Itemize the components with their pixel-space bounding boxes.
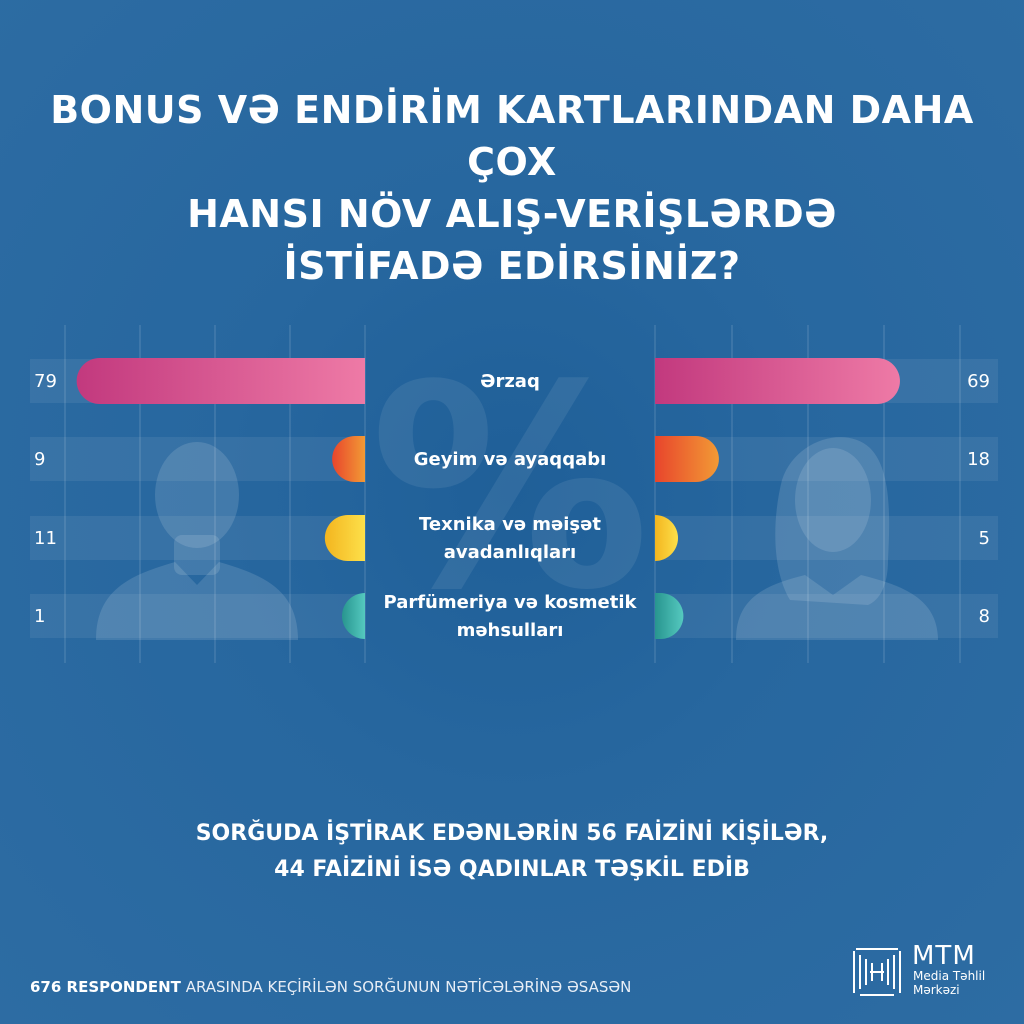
summary-line-1: SORĞUDA İŞTİRAK EDƏNLƏRİN 56 FAİZİNİ KİŞ… (195, 821, 829, 846)
bars (76, 358, 900, 639)
respondent-count: 676 RESPONDENT (30, 978, 181, 996)
value-label-right: 5 (979, 528, 990, 549)
value-label-right: 8 (979, 606, 990, 627)
category-label: Parfümeriya və kosmetik (383, 592, 637, 613)
category-label: Geyim və ayaqqabı (414, 449, 607, 470)
bar-left (324, 515, 365, 561)
summary-line-2: 44 FAİZİNİ İSƏ QADINLAR TƏŞKİL EDİB (274, 857, 750, 882)
row-strip-right (655, 594, 998, 638)
female-silhouette-icon (736, 437, 938, 640)
row-strip-right (655, 516, 998, 560)
row-strip-left (30, 437, 365, 481)
logo-sub-line-1: Media Təhlil (913, 969, 986, 983)
source-text: ARASINDA KEÇİRİLƏN SORĞUNUN NƏTİCƏLƏRİNƏ… (180, 978, 632, 996)
bar-right (655, 593, 684, 639)
value-label-left: 11 (34, 528, 57, 549)
title-line-3: İSTİFADƏ EDİRSİNİZ? (283, 244, 741, 288)
survey-summary: SORĞUDA İŞTİRAK EDƏNLƏRİN 56 FAİZİNİ KİŞ… (0, 816, 1024, 888)
bar-right (655, 358, 900, 404)
title-line-1: BONUS VƏ ENDİRİM KARTLARINDAN DAHA ÇOX (50, 88, 974, 184)
row-strip-left (30, 516, 365, 560)
category-label: avadanlıqları (444, 542, 576, 563)
value-label-right: 18 (967, 449, 990, 470)
mtm-logo: MTM Media Təhlil Mərkəzi (850, 941, 1013, 1001)
male-silhouette-icon (96, 442, 298, 640)
bar-right (655, 436, 719, 482)
value-label-left: 79 (34, 371, 57, 392)
logo-sub-line-2: Mərkəzi (913, 983, 960, 997)
mtm-logo-icon (853, 948, 901, 996)
source-note: 676 RESPONDENT ARASINDA KEÇİRİLƏN SORĞUN… (30, 978, 631, 996)
logo-subtitle: Media Təhlil Mərkəzi (913, 969, 1013, 997)
value-label-right: 69 (967, 371, 990, 392)
title-line-2: HANSI NÖV ALIŞ-VERİŞLƏRDƏ (187, 192, 837, 236)
bar-left (76, 358, 366, 404)
percent-symbol: % (370, 326, 651, 652)
value-label-left: 9 (34, 449, 45, 470)
bar-left (332, 436, 365, 482)
logo-title: MTM (912, 941, 976, 971)
category-label: məhsulları (457, 620, 564, 641)
chart-title: BONUS VƏ ENDİRİM KARTLARINDAN DAHA ÇOX H… (0, 84, 1024, 292)
value-label-left: 1 (34, 606, 45, 627)
bar-left (342, 593, 365, 639)
category-label: Ərzaq (480, 371, 540, 392)
category-label: Texnika və məişət (419, 514, 601, 535)
row-strip-left (30, 594, 365, 638)
bar-right (655, 515, 678, 561)
